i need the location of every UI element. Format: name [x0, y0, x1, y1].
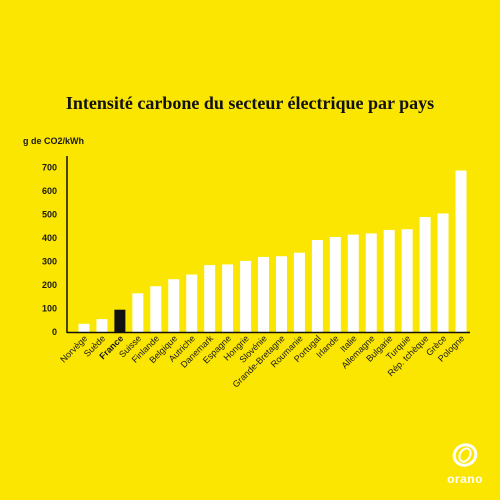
orano-logo-icon [452, 443, 478, 467]
bar-su-de [96, 319, 108, 332]
bars [78, 170, 467, 332]
y-tick-label: 200 [42, 280, 57, 290]
bar-belgique [168, 279, 180, 332]
bar-pologne [455, 170, 467, 332]
y-tick-label: 400 [42, 233, 57, 243]
bar-norv-ge [78, 323, 90, 332]
bar-finlande [150, 286, 162, 332]
bar-roumanie [293, 252, 305, 332]
bar-espagne [222, 264, 234, 332]
y-tick-label: 500 [42, 210, 57, 220]
bar-slov-nie [258, 256, 270, 332]
y-tick-labels: 0 100 200 300 400 500 600 700 [42, 163, 57, 337]
bar-gr-ce [437, 213, 449, 332]
y-tick-label: 100 [42, 304, 57, 314]
bar-portugal [311, 240, 323, 332]
y-tick-label: 600 [42, 186, 57, 196]
bar-bulgarie [383, 229, 395, 332]
bar-suisse [132, 293, 144, 332]
orano-logo: orano [440, 440, 490, 490]
x-tick-labels: NorvègeSuèdeFranceSuisseFinlandeBelgique… [58, 333, 466, 390]
bar-france [114, 309, 126, 332]
chart-title: Intensité carbone du secteur électrique … [65, 93, 435, 113]
logo-text: orano [447, 472, 483, 486]
bar-turquie [401, 229, 413, 332]
bar-hongrie [240, 260, 252, 332]
bar-grande-bretagne [275, 256, 287, 332]
bar-danemark [204, 265, 216, 332]
y-tick-label: 700 [42, 163, 57, 173]
y-axis-label: g de CO2/kWh [23, 136, 84, 146]
y-tick-label: 300 [42, 257, 57, 267]
bar-irlande [329, 236, 341, 332]
bar-autriche [186, 274, 198, 332]
bar-allemagne [365, 233, 377, 332]
bar-r-p-tch-que [419, 217, 431, 332]
bar-italie [347, 234, 359, 332]
y-tick-label: 0 [52, 327, 57, 337]
